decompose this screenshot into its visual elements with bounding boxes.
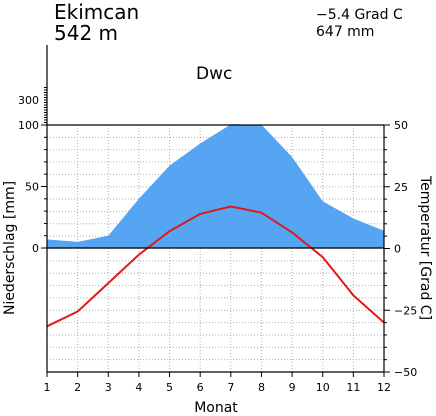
x-tick-label: 9 xyxy=(289,381,296,394)
precipitation-tick-label: 0 xyxy=(32,242,39,255)
station-name: Ekimcan xyxy=(54,0,139,24)
x-tick-label: 8 xyxy=(258,381,265,394)
temperature-line xyxy=(46,205,385,328)
axes-group xyxy=(41,45,390,377)
x-tick-label: 5 xyxy=(166,381,173,394)
x-tick-label: 12 xyxy=(377,381,391,394)
x-tick-label: 4 xyxy=(135,381,142,394)
station-elevation: 542 m xyxy=(54,21,118,45)
x-tick-label: 6 xyxy=(197,381,204,394)
x-tick-label: 7 xyxy=(227,381,234,394)
precipitation-area-group xyxy=(47,124,384,248)
left-axis-label: Niederschlag [mm] xyxy=(2,181,18,315)
temperature-tick-label: 0 xyxy=(394,243,401,256)
x-tick-label: 11 xyxy=(346,381,360,394)
annual-precipitation: 647 mm xyxy=(316,24,374,40)
precipitation-tick-label: 100 xyxy=(18,119,39,132)
temperature-tick-label: 50 xyxy=(394,119,408,132)
temperature-tick-label: 25 xyxy=(394,181,408,194)
x-tick-label: 1 xyxy=(44,381,51,394)
x-tick-label: 2 xyxy=(74,381,81,394)
climate-classification: Dwc xyxy=(196,64,232,84)
x-axis-label: Monat xyxy=(194,400,238,416)
temperature-tick-label: −25 xyxy=(394,304,417,317)
right-axis-label: Temperatur [Grad C] xyxy=(417,175,433,320)
temperature-line-group xyxy=(46,205,385,328)
x-tick-label: 3 xyxy=(105,381,112,394)
mean-temperature: −5.4 Grad C xyxy=(316,7,403,23)
precipitation-tick-label: 50 xyxy=(25,181,39,194)
x-tick-label: 10 xyxy=(316,381,330,394)
temperature-tick-label: −50 xyxy=(394,366,417,379)
precipitation-tick-label: 300 xyxy=(18,94,39,107)
precipitation-area xyxy=(47,124,384,248)
